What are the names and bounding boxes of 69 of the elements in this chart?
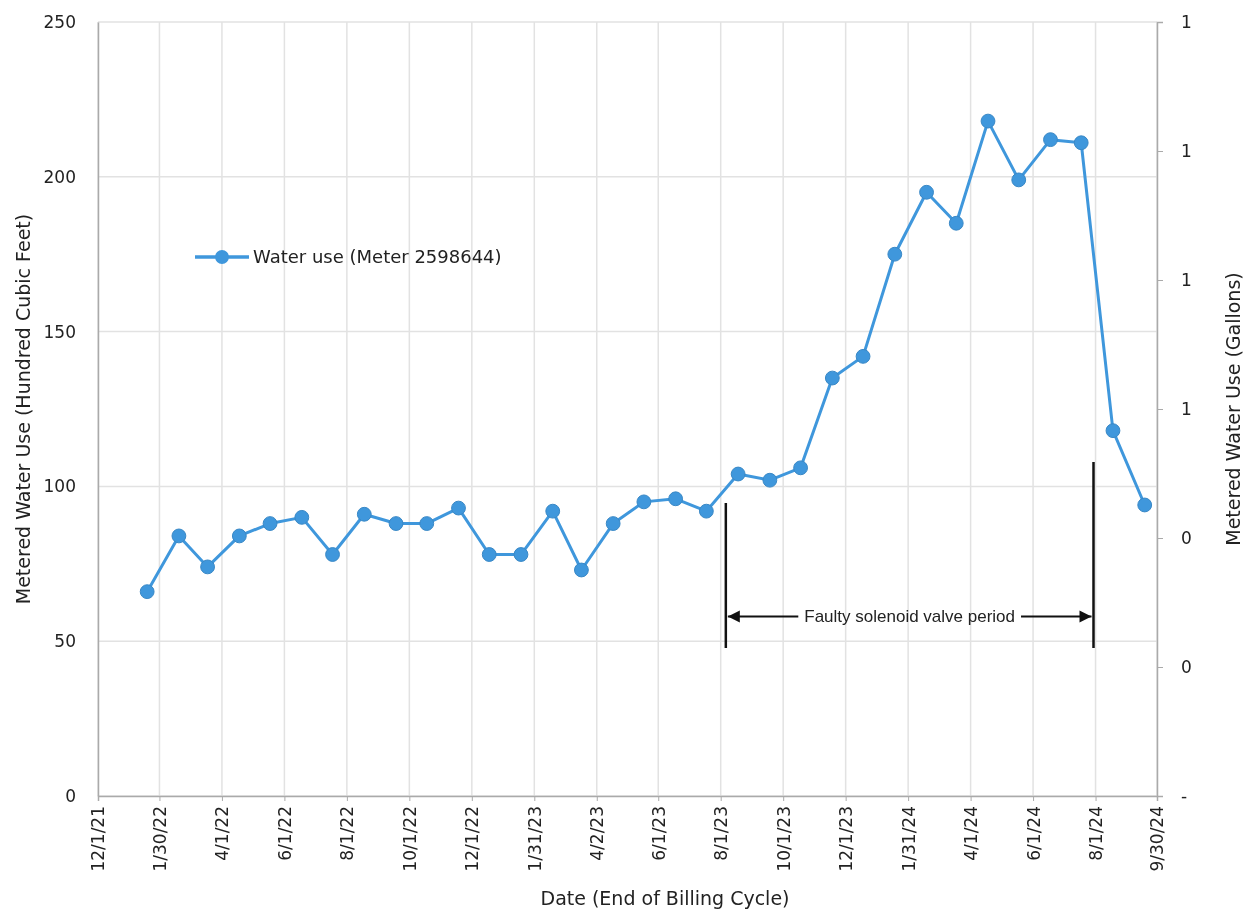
- x-tick-label: 10/1/22: [399, 806, 420, 872]
- x-tick-label: 8/1/24: [1086, 806, 1106, 861]
- point: [1105, 423, 1121, 439]
- y-tick-label: 150: [43, 321, 76, 342]
- point: [171, 528, 187, 544]
- y-tick-label: 200: [43, 166, 76, 187]
- x-tick-label: 1/31/24: [898, 806, 919, 872]
- point: [762, 472, 778, 488]
- y2-tick-label: -: [1181, 785, 1188, 806]
- x-tick-label: 4/1/22: [212, 806, 233, 861]
- y2-tick-label: 1: [1181, 140, 1192, 161]
- x-tick-label: 6/1/23: [648, 806, 669, 861]
- x-axis-title: Date (End of Billing Cycle): [540, 887, 790, 909]
- point: [388, 516, 404, 531]
- point: [419, 516, 435, 531]
- point: [887, 246, 903, 262]
- x-tick-label: 1/31/23: [524, 806, 545, 872]
- y2-tick-label: 0: [1181, 656, 1192, 677]
- point: [855, 348, 871, 364]
- x-tick-label: 8/1/23: [711, 806, 732, 861]
- point: [200, 559, 215, 575]
- legend-label: Water use (Meter 2598644): [253, 246, 502, 268]
- y-tick-label: 100: [43, 476, 76, 497]
- x-tick-label: 6/1/24: [1023, 806, 1044, 861]
- point: [824, 370, 840, 386]
- point: [948, 215, 964, 231]
- x-tick-label: 4/2/23: [587, 806, 608, 861]
- x-tick-label: 12/1/23: [836, 806, 857, 872]
- x-tick-label: 4/1/24: [961, 806, 982, 861]
- point: [668, 491, 684, 507]
- point: [545, 503, 561, 519]
- point: [636, 494, 652, 510]
- y2-axis-title: Metered Water Use (Gallons): [1222, 272, 1244, 546]
- point: [574, 562, 589, 578]
- x-tick-label: 12/1/21: [88, 806, 109, 872]
- y-tick-label: 0: [65, 785, 76, 806]
- y-axis-title: Metered Water Use (Hundred Cubic Feet): [12, 213, 34, 605]
- point: [730, 466, 746, 482]
- y2-tick-label: 1: [1181, 269, 1192, 290]
- x-tick-label: 1/30/22: [149, 806, 170, 872]
- point: [356, 506, 372, 522]
- x-tick-label: 10/1/23: [773, 806, 794, 872]
- point: [1011, 172, 1027, 188]
- point: [1137, 497, 1153, 513]
- x-tick-label: 8/1/22: [337, 806, 358, 861]
- y2-tick-label: 0: [1181, 527, 1192, 548]
- point: [262, 516, 278, 531]
- y2-tick-label: 1: [1181, 398, 1192, 419]
- y-tick-label: 250: [43, 11, 76, 32]
- point: [513, 547, 529, 562]
- point: [231, 528, 247, 544]
- point: [139, 584, 155, 600]
- point: [980, 113, 996, 129]
- y-tick-label: 50: [54, 631, 76, 652]
- x-tick-label: 9/30/24: [1147, 806, 1168, 872]
- x-tick-label: 6/1/22: [274, 806, 295, 861]
- x-tick-label: 12/1/22: [462, 806, 483, 872]
- point: [294, 509, 310, 525]
- point: [1043, 132, 1058, 148]
- point: [698, 503, 714, 519]
- point: [1073, 135, 1089, 151]
- point: [481, 547, 497, 562]
- point: [325, 547, 340, 562]
- point: [605, 516, 621, 531]
- point: [451, 500, 466, 516]
- point: [919, 184, 934, 200]
- y2-tick-label: 1: [1181, 11, 1192, 32]
- annotation: Faulty solenoid valve period: [804, 607, 1016, 627]
- point: [793, 460, 808, 476]
